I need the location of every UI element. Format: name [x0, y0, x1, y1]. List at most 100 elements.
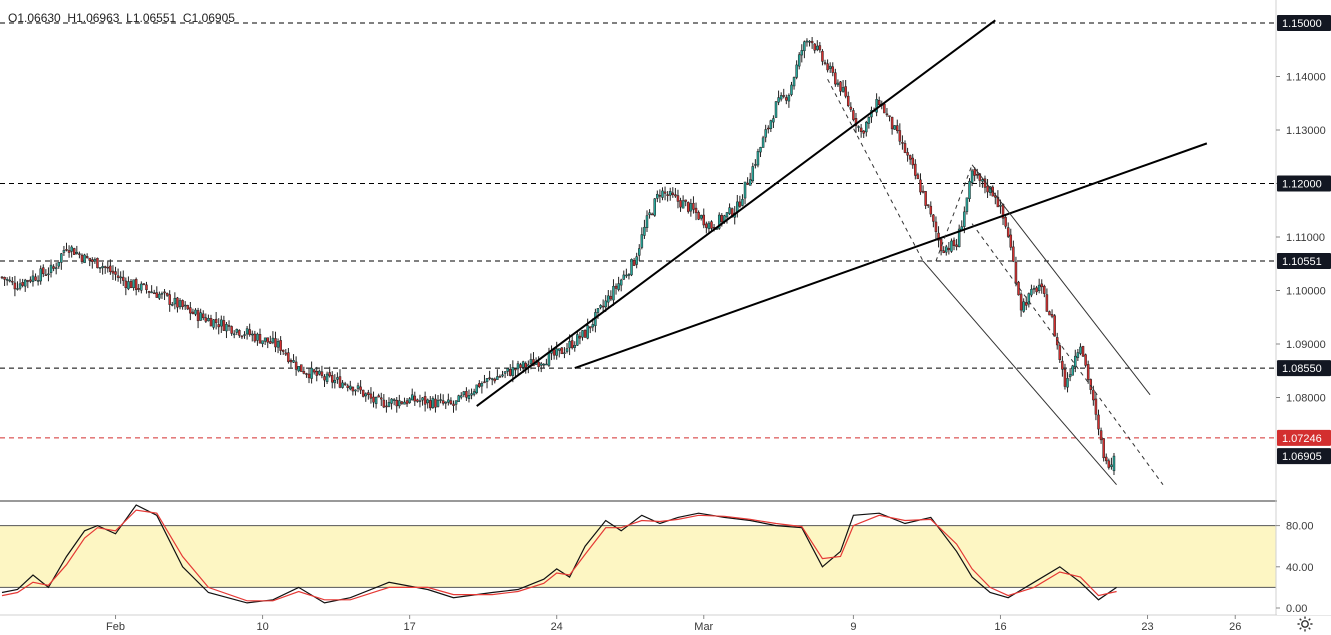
candle-body-down: [377, 395, 380, 398]
candle-body-up: [627, 273, 631, 276]
candle-body-down: [294, 361, 298, 370]
candle-body-up: [568, 341, 571, 349]
channel-line: [922, 260, 1117, 486]
candle-body-up: [741, 198, 744, 206]
candle-body-up: [751, 166, 755, 182]
candle-body-up: [374, 396, 378, 405]
candle-body-down: [42, 267, 45, 275]
candle-body-up: [263, 337, 267, 342]
settings-gear-icon[interactable]: [1296, 615, 1314, 633]
candle-body-up: [57, 261, 61, 267]
candle-body-up: [638, 248, 641, 256]
candle-body-down: [124, 280, 128, 289]
candle-body-up: [171, 304, 174, 306]
candle-body-down: [614, 285, 618, 289]
candle-body-down: [746, 182, 749, 185]
candle-body-down: [671, 192, 675, 196]
candle-body-down: [429, 400, 432, 409]
stoch-axis-label: 0.00: [1286, 603, 1307, 615]
candle-body-up: [576, 334, 579, 346]
candle-body-up: [83, 254, 86, 264]
candle-body-up: [950, 240, 953, 252]
stoch-d-line: [1, 509, 1117, 602]
candle-body-down: [986, 185, 989, 193]
candle-body-up: [617, 283, 620, 290]
candle-body-up: [539, 363, 543, 366]
candle-body-up: [748, 179, 752, 186]
candle-body-down: [382, 399, 386, 408]
price-tag: [1277, 448, 1331, 465]
candle-body-down: [369, 393, 373, 399]
candle-body-down: [279, 340, 282, 351]
candle-body-down: [929, 205, 933, 215]
candle-body-up: [160, 293, 164, 295]
candle-body-up: [297, 366, 300, 372]
candle-body-down: [191, 311, 195, 314]
candle-body-down: [52, 266, 55, 269]
candle-body-up: [957, 228, 961, 248]
price-tag-label: 1.12000: [1282, 179, 1322, 191]
candle-body-up: [1022, 301, 1025, 312]
candle-body-down: [705, 223, 708, 228]
price-tag-label: 1.07246: [1282, 433, 1322, 445]
candle-body-down: [583, 329, 587, 338]
candle-body-down: [834, 72, 837, 85]
low-value: 1.06551: [132, 11, 177, 25]
candle-body-up: [480, 383, 484, 387]
candle-body-up: [349, 385, 352, 390]
candle-body-down: [189, 307, 192, 314]
candle-body-down: [67, 250, 71, 253]
candle-body-down: [395, 399, 398, 407]
candle-body-down: [289, 359, 293, 363]
candle-body-up: [392, 399, 396, 401]
candle-body-down: [684, 199, 687, 202]
candle-body-up: [774, 101, 778, 118]
candle-body-down: [266, 337, 269, 343]
candle-body-up: [173, 297, 177, 305]
candle-body-down: [934, 221, 938, 232]
candle-body-down: [416, 399, 419, 402]
candle-body-down: [434, 398, 437, 408]
candle-body-down: [0, 276, 4, 279]
candle-body-down: [1094, 398, 1098, 415]
candle-body-up: [220, 319, 223, 327]
candle-body-down: [674, 194, 677, 197]
candle-body-up: [591, 324, 595, 328]
candle-body-down: [320, 371, 324, 376]
candle-body-down: [738, 201, 742, 207]
candle-body-up: [1110, 464, 1113, 467]
candle-body-down: [1043, 285, 1046, 294]
candle-body-down: [890, 116, 894, 130]
candle-body-up: [1032, 287, 1036, 290]
candle-body-up: [101, 266, 104, 269]
candle-body-up: [457, 395, 460, 402]
candle-body-down: [1099, 430, 1103, 441]
time-axis-label: 10: [256, 621, 268, 633]
candle-body-down: [702, 214, 706, 226]
candle-body-down: [767, 127, 770, 130]
candle-body-down: [423, 396, 427, 405]
candle-body-up: [207, 317, 210, 322]
candle-body-down: [1019, 293, 1023, 311]
candle-body-down: [852, 110, 855, 120]
candle-body-up: [54, 267, 58, 270]
candle-body-up: [743, 181, 747, 199]
candle-body-down: [697, 212, 700, 220]
candle-body-up: [808, 41, 811, 43]
candle-body-up: [426, 399, 429, 404]
candle-body-down: [88, 257, 91, 261]
candle-body-up: [276, 341, 280, 348]
candle-body-down: [361, 389, 365, 397]
candle-body-down: [1012, 246, 1015, 262]
candle-body-down: [692, 202, 695, 210]
candle-body-down: [782, 95, 785, 97]
candle-body-down: [346, 385, 349, 388]
time-axis-label: 9: [850, 621, 856, 633]
candle-body-down: [287, 352, 290, 362]
candle-body-up: [604, 300, 607, 308]
candle-body-up: [341, 382, 344, 388]
candle-body-up: [653, 198, 656, 216]
candle-body-up: [475, 384, 478, 393]
